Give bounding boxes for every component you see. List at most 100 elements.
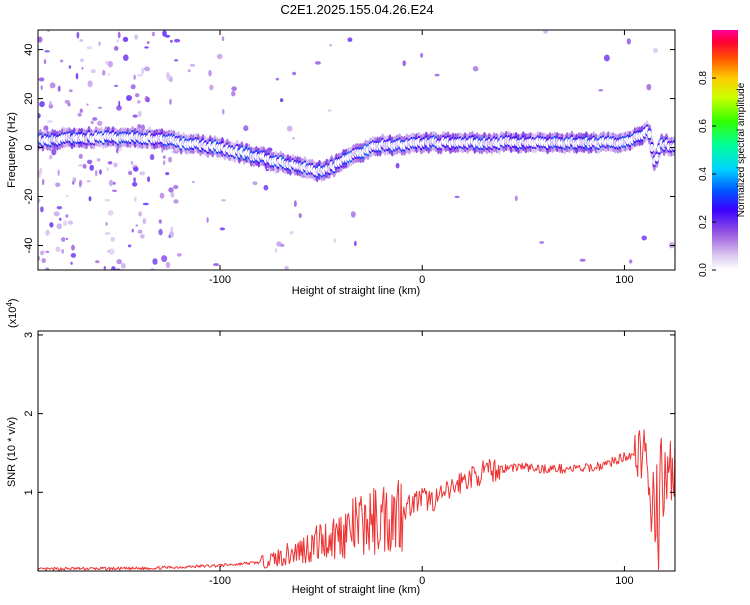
heatmap-noise-cell bbox=[99, 169, 102, 175]
colorbar-tick-label: 0.0 bbox=[698, 263, 709, 277]
heatmap-noise-cell bbox=[97, 120, 103, 127]
heatmap-noise-cell bbox=[140, 234, 145, 239]
heatmap-noise-cell bbox=[434, 73, 440, 77]
heatmap-noise-cell bbox=[57, 85, 61, 92]
heatmap-noise-cell bbox=[141, 67, 144, 75]
snr-y-multiplier: (x104) bbox=[5, 298, 19, 328]
heatmap-noise-cell bbox=[292, 71, 296, 76]
heatmap-noise-cell bbox=[641, 235, 647, 241]
heatmap-noise-cell bbox=[116, 105, 122, 111]
heatmap-noise-cell bbox=[539, 241, 545, 244]
heatmap-noise-cell bbox=[144, 66, 150, 72]
heatmap-noise-cell bbox=[61, 249, 64, 254]
heatmap-noise-layer bbox=[38, 30, 675, 270]
heatmap-x-tick-label: 0 bbox=[419, 274, 425, 286]
snr-y-tick-label: 3 bbox=[23, 332, 35, 338]
heatmap-noise-cell bbox=[454, 195, 460, 199]
heatmap-noise-cell bbox=[137, 73, 144, 77]
heatmap-noise-cell bbox=[64, 99, 71, 104]
heatmap-noise-cell bbox=[219, 227, 226, 231]
heatmap-noise-cell bbox=[165, 172, 170, 176]
heatmap-noise-cell bbox=[626, 38, 631, 45]
heatmap-noise-cell bbox=[142, 202, 149, 206]
heatmap-noise-cell bbox=[89, 164, 94, 171]
heatmap-noise-cell bbox=[49, 155, 53, 160]
heatmap-noise-cell bbox=[274, 170, 278, 174]
colorbar-tick-label: 0.8 bbox=[698, 71, 709, 85]
heatmap-noise-cell bbox=[139, 171, 146, 176]
heatmap-noise-cell bbox=[56, 223, 63, 230]
heatmap-noise-cell bbox=[133, 166, 139, 172]
heatmap-noise-cell bbox=[46, 250, 50, 253]
snr-plot: -100 0 100 1 2 3 Height of straight line (km… bbox=[5, 298, 676, 596]
heatmap-noise-cell bbox=[116, 39, 120, 43]
heatmap-noise-cell bbox=[38, 198, 41, 203]
heatmap-noise-cell bbox=[40, 85, 43, 90]
heatmap-noise-cell bbox=[66, 194, 69, 197]
heatmap-noise-cell bbox=[72, 177, 77, 183]
heatmap-y-tick-label: -40 bbox=[23, 238, 35, 254]
heatmap-noise-cell bbox=[263, 184, 269, 191]
heatmap-noise-cell bbox=[116, 259, 122, 265]
heatmap-noise-cell bbox=[103, 266, 107, 270]
heatmap-noise-cell bbox=[110, 236, 115, 242]
heatmap-noise-cell bbox=[170, 39, 173, 43]
heatmap-x-tick-label: -100 bbox=[209, 274, 231, 286]
snr-y-ticks: 1 2 3 bbox=[23, 332, 675, 495]
heatmap-noise-cell bbox=[82, 163, 87, 169]
heatmap-noise-cell bbox=[216, 53, 223, 60]
heatmap-noise-cell bbox=[86, 46, 93, 50]
heatmap-noise-cell bbox=[88, 196, 92, 202]
heatmap-y-tick-label: 0 bbox=[23, 144, 35, 150]
heatmap-noise-cell bbox=[284, 265, 289, 270]
heatmap-noise-cell bbox=[130, 84, 136, 90]
heatmap-noise-cell bbox=[279, 98, 284, 103]
colorbar: 0.0 0.2 0.4 0.6 0.8 Normalized spectral ampl… bbox=[698, 30, 747, 277]
heatmap-noise-cell bbox=[209, 84, 214, 91]
heatmap-noise-cell bbox=[298, 213, 302, 219]
heatmap-noise-cell bbox=[70, 253, 77, 258]
heatmap-noise-cell bbox=[117, 31, 121, 39]
snr-frame bbox=[37, 330, 676, 572]
heatmap-noise-cell bbox=[294, 200, 297, 208]
heatmap-noise-cell bbox=[38, 77, 45, 82]
heatmap-noise-cell bbox=[38, 36, 43, 43]
heatmap-noise-cell bbox=[77, 164, 84, 167]
heatmap-noise-cell bbox=[106, 167, 109, 172]
heatmap-noise-cell bbox=[146, 41, 150, 44]
heatmap-noise-cell bbox=[107, 60, 113, 68]
heatmap-noise-cell bbox=[44, 50, 50, 53]
heatmap-noise-cell bbox=[121, 262, 126, 269]
heatmap-noise-cell bbox=[652, 48, 659, 53]
heatmap-noise-cell bbox=[38, 113, 41, 119]
heatmap-noise-cell bbox=[603, 54, 610, 62]
colorbar-tick-label: 0.6 bbox=[698, 119, 709, 133]
snr-x-ticks: -100 0 100 bbox=[209, 331, 634, 587]
heatmap-noise-cell bbox=[79, 108, 83, 113]
heatmap-noise-cell bbox=[144, 46, 149, 49]
heatmap-noise-cell bbox=[133, 177, 136, 183]
heatmap-noise-cell bbox=[128, 170, 133, 176]
heatmap-noise-cell bbox=[59, 59, 64, 63]
heatmap-noise-cell bbox=[598, 89, 604, 92]
heatmap-noise-cell bbox=[53, 211, 60, 217]
heatmap-noise-cell bbox=[49, 82, 56, 89]
colorbar-label: Normalized spectral amplitude bbox=[736, 82, 747, 217]
heatmap-x-tick-label: 100 bbox=[615, 274, 633, 286]
heatmap-noise-cell bbox=[158, 228, 163, 236]
heatmap-noise-cell bbox=[629, 259, 633, 264]
heatmap-noise-cell bbox=[138, 211, 142, 217]
heatmap-noise-cell bbox=[86, 103, 89, 106]
heatmap-noise-cell bbox=[108, 179, 114, 187]
heatmap-noise-cell bbox=[169, 231, 174, 238]
heatmap-noise-cell bbox=[395, 162, 400, 169]
heatmap-noise-cell bbox=[114, 84, 119, 87]
heatmap-noise-cell bbox=[206, 217, 209, 223]
heatmap-noise-cell bbox=[134, 196, 137, 202]
heatmap-noise-cell bbox=[221, 36, 225, 41]
heatmap-noise-cell bbox=[127, 244, 132, 248]
heatmap-x-ticks: -100 0 100 bbox=[209, 30, 634, 286]
heatmap-noise-cell bbox=[163, 155, 166, 159]
heatmap-noise-cell bbox=[105, 221, 108, 226]
heatmap-noise-cell bbox=[135, 224, 138, 227]
